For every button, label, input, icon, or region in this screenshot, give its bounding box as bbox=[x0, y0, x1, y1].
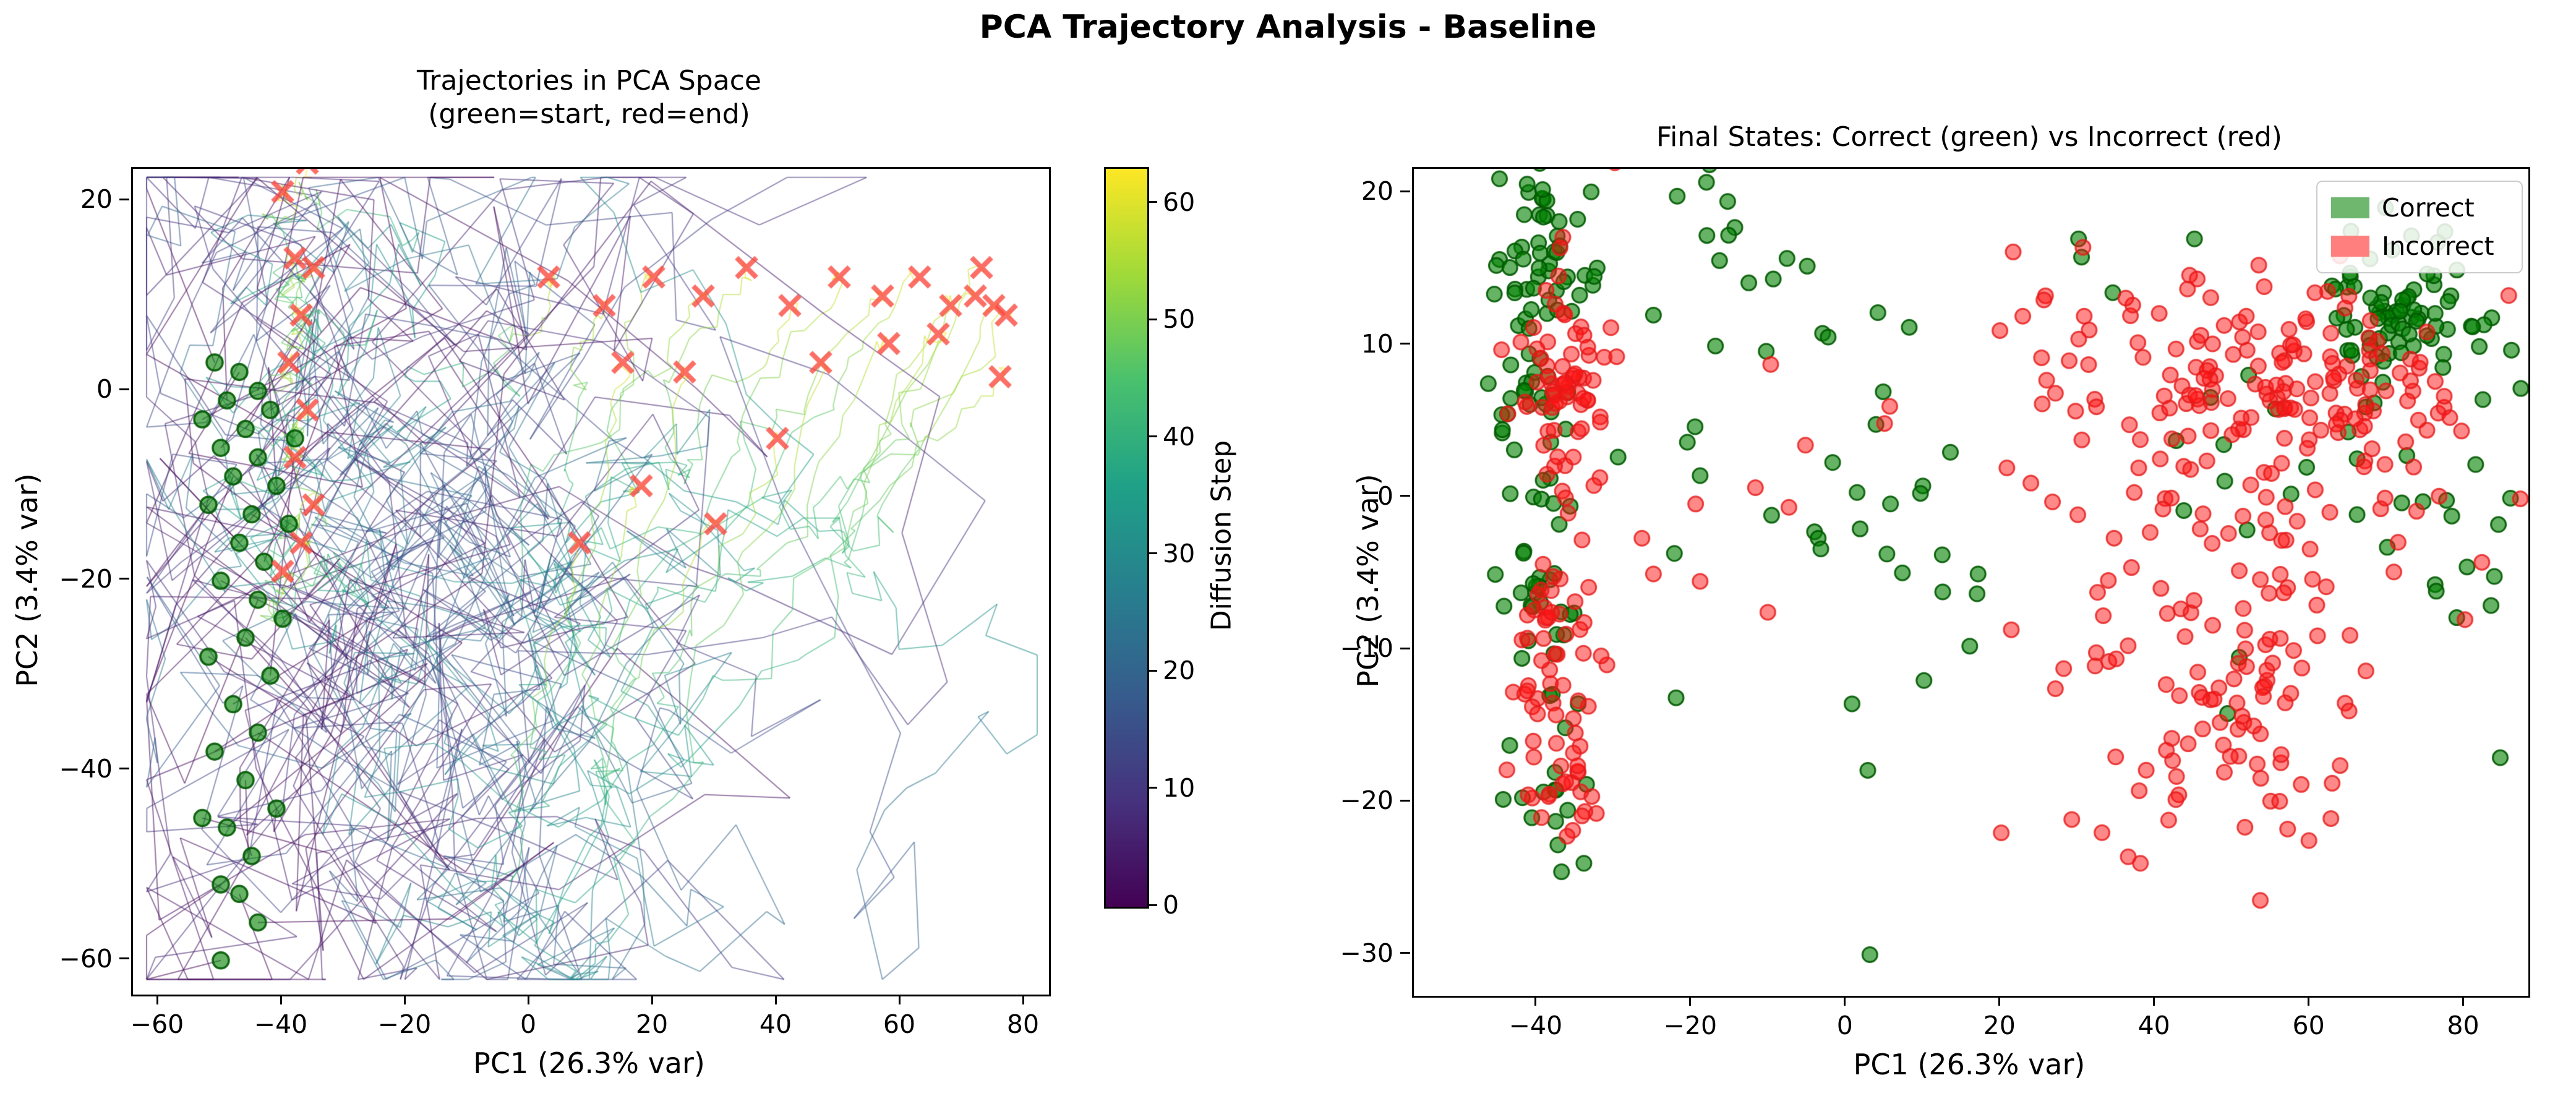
right-plot-y-tick bbox=[1400, 952, 1410, 954]
right-plot-xlabel: PC1 (26.3% var) bbox=[1853, 1048, 2086, 1081]
legend-label-incorrect: Incorrect bbox=[2382, 231, 2494, 261]
legend-label-correct: Correct bbox=[2382, 193, 2475, 223]
left-plot-x-tick-label: 20 bbox=[635, 1009, 669, 1039]
left-plot-y-tick-label: 0 bbox=[96, 374, 113, 405]
left-plot-x-tick-label: 0 bbox=[520, 1009, 537, 1039]
left-plot-axes bbox=[131, 167, 1051, 996]
right-plot-x-tick-label: −40 bbox=[1508, 1011, 1563, 1040]
left-plot-x-tick bbox=[280, 995, 282, 1004]
right-plot-x-tick bbox=[2153, 996, 2155, 1006]
left-plot-y-tick bbox=[119, 578, 129, 580]
colorbar-tick-label: 60 bbox=[1163, 187, 1196, 217]
right-plot-y-tick bbox=[1400, 647, 1410, 649]
figure-title: PCA Trajectory Analysis - Baseline bbox=[979, 9, 1597, 46]
left-plot-x-tick-label: −40 bbox=[254, 1009, 308, 1039]
right-plot-x-tick-label: 0 bbox=[1836, 1011, 1853, 1040]
right-plot-scatter-canvas bbox=[1414, 169, 2528, 996]
right-plot-x-tick bbox=[1844, 996, 1846, 1006]
colorbar-tick bbox=[1147, 318, 1157, 320]
colorbar-tick-label: 40 bbox=[1163, 421, 1196, 452]
colorbar-tick-label: 50 bbox=[1163, 304, 1196, 335]
left-plot-y-tick bbox=[119, 388, 129, 390]
left-plot-y-tick-label: 20 bbox=[80, 184, 113, 215]
legend-swatch-correct bbox=[2331, 197, 2369, 218]
left-plot-x-tick-label: 60 bbox=[883, 1009, 916, 1039]
left-plot-y-tick bbox=[119, 957, 129, 960]
right-plot-x-tick bbox=[2308, 996, 2310, 1006]
left-plot-x-tick-label: −20 bbox=[377, 1009, 432, 1039]
left-plot-x-tick-label: −60 bbox=[130, 1009, 184, 1039]
left-plot-x-tick bbox=[527, 995, 529, 1004]
right-plot-y-tick-label: −20 bbox=[1340, 786, 1393, 816]
right-plot-x-tick-label: 80 bbox=[2447, 1011, 2480, 1040]
left-plot-x-tick bbox=[156, 995, 158, 1004]
right-plot-y-tick-label: −30 bbox=[1340, 938, 1393, 968]
right-plot-x-tick bbox=[2462, 996, 2465, 1006]
left-plot-x-tick bbox=[898, 995, 901, 1004]
colorbar-tick bbox=[1147, 201, 1157, 203]
right-plot-axes bbox=[1412, 167, 2530, 998]
left-plot-y-tick-label: −20 bbox=[59, 563, 113, 594]
left-plot-x-tick-label: 80 bbox=[1006, 1009, 1040, 1039]
legend-item-correct: Correct bbox=[2317, 193, 2522, 223]
colorbar-tick-label: 0 bbox=[1163, 890, 1179, 920]
colorbar-tick bbox=[1147, 435, 1157, 438]
left-plot-ylabel: PC2 (3.4% var) bbox=[11, 473, 44, 687]
legend-item-incorrect: Incorrect bbox=[2317, 231, 2522, 261]
right-plot-x-tick bbox=[1534, 996, 1537, 1006]
legend-swatch-incorrect bbox=[2331, 236, 2369, 257]
left-plot-trajectories-canvas bbox=[133, 169, 1049, 995]
left-plot-y-tick bbox=[119, 768, 129, 770]
right-plot-x-tick bbox=[1689, 996, 1692, 1006]
left-plot-title-line2: (green=start, red=end) bbox=[428, 98, 750, 130]
colorbar-tick bbox=[1147, 669, 1157, 672]
left-plot-y-tick-label: −60 bbox=[59, 943, 113, 974]
right-plot-y-tick-label: 20 bbox=[1361, 176, 1393, 207]
right-plot-x-tick-label: −20 bbox=[1663, 1011, 1718, 1040]
left-plot-title-line1: Trajectories in PCA Space bbox=[417, 65, 761, 96]
left-plot-x-tick-label: 40 bbox=[759, 1009, 792, 1039]
right-plot-y-tick-label: 10 bbox=[1361, 328, 1393, 359]
left-plot-y-tick bbox=[119, 198, 129, 200]
right-plot-y-tick bbox=[1400, 799, 1410, 802]
colorbar-tick bbox=[1147, 552, 1157, 555]
colorbar-tick-label: 30 bbox=[1163, 538, 1196, 568]
right-plot-y-tick bbox=[1400, 343, 1410, 345]
right-plot-y-tick-label: −10 bbox=[1340, 633, 1393, 664]
right-plot-title: Final States: Correct (green) vs Incorre… bbox=[1656, 121, 2282, 153]
right-plot-x-tick-label: 60 bbox=[2292, 1011, 2325, 1040]
right-plot-x-tick-label: 40 bbox=[2137, 1011, 2170, 1040]
left-plot-title: Trajectories in PCA Space (green=start, … bbox=[131, 64, 1047, 131]
right-plot-x-tick bbox=[1998, 996, 2001, 1006]
colorbar-tick-label: 20 bbox=[1163, 656, 1196, 686]
colorbar-tick-label: 10 bbox=[1163, 773, 1196, 803]
left-plot-x-tick bbox=[651, 995, 653, 1004]
legend: Correct Incorrect bbox=[2316, 181, 2523, 273]
colorbar-label: Diffusion Step bbox=[1205, 440, 1238, 631]
right-plot-y-tick bbox=[1400, 495, 1410, 497]
left-plot-x-tick bbox=[774, 995, 777, 1004]
colorbar-tick bbox=[1147, 904, 1157, 906]
right-plot-y-tick-label: 0 bbox=[1377, 481, 1393, 511]
left-plot-y-tick-label: −40 bbox=[59, 753, 113, 784]
colorbar bbox=[1104, 167, 1149, 909]
right-plot-x-tick-label: 20 bbox=[1983, 1011, 2016, 1040]
left-plot-x-tick bbox=[403, 995, 406, 1004]
left-plot-xlabel: PC1 (26.3% var) bbox=[473, 1047, 705, 1080]
colorbar-tick bbox=[1147, 787, 1157, 789]
right-plot-y-tick bbox=[1400, 190, 1410, 192]
left-plot-x-tick bbox=[1022, 995, 1024, 1004]
